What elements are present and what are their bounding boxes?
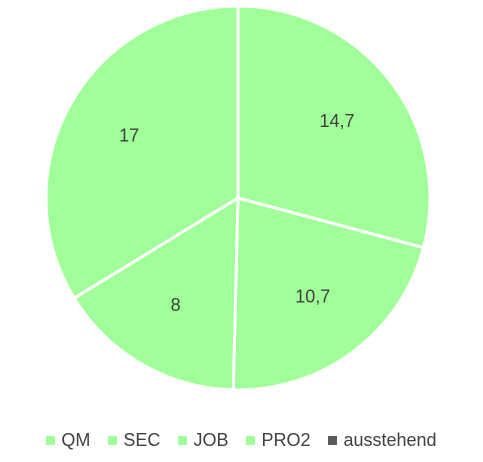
legend-item-sec: SEC	[108, 430, 160, 451]
legend-label: QM	[61, 430, 91, 450]
legend-item-ausstehend: ausstehend	[328, 430, 437, 451]
legend-swatch	[328, 436, 338, 445]
pie-slice-job	[72, 196, 240, 392]
legend-item-job: JOB	[178, 430, 228, 451]
pie-slice-qm	[236, 4, 432, 250]
pie-slice-pro2	[44, 4, 240, 300]
data-label-qm: 14,7	[319, 111, 354, 131]
pie-chart: 14,7 10,7 8 17	[44, 4, 432, 392]
data-label-job: 8	[171, 295, 181, 315]
legend-item-qm: QM	[46, 430, 90, 451]
data-label-sec: 10,7	[295, 287, 330, 307]
pie-slice-sec	[231, 196, 425, 392]
legend-swatch	[178, 436, 188, 445]
legend: QM SEC JOB PRO2 ausstehend	[0, 430, 483, 451]
legend-label: ausstehend	[343, 430, 437, 450]
data-label-pro2: 17	[119, 126, 139, 146]
legend-label: SEC	[123, 430, 161, 450]
legend-item-pro2: PRO2	[246, 430, 310, 451]
legend-swatch	[46, 436, 56, 445]
legend-label: PRO2	[261, 430, 311, 450]
legend-label: JOB	[193, 430, 229, 450]
legend-swatch	[108, 436, 118, 445]
legend-swatch	[246, 436, 256, 445]
